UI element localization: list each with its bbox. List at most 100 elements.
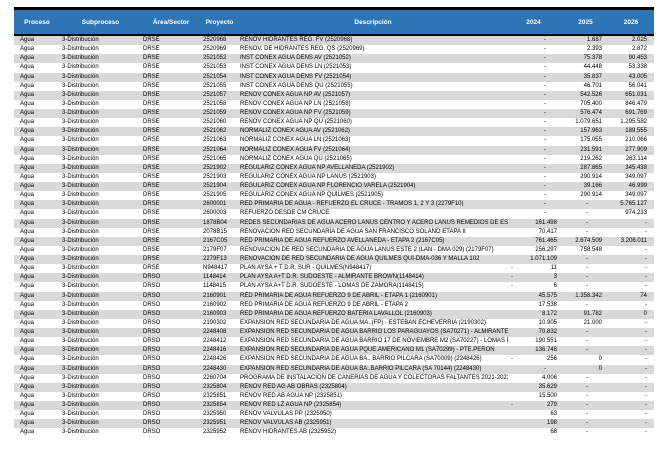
cell-y2025: 39.166 — [583, 183, 602, 190]
cell-y2025: 1.687 — [586, 37, 602, 44]
cell-y2025: - — [586, 411, 588, 418]
cell-area-sector: DRSE — [143, 192, 160, 199]
cell-y2025: 0 — [598, 356, 602, 363]
cell-y2026: 0 — [643, 310, 647, 317]
cell-area-sector: DRSE — [143, 110, 160, 117]
cell-y2026: 345.438 — [625, 164, 647, 171]
cell-subproceso: 3-Distribución — [62, 301, 99, 308]
table-row: Agua 3-Distribución DRSO 1148415 PLAN AYSA A… — [14, 282, 654, 292]
table-row: Agua 3-Distribución DRSE 2521058 RENOV CONEX… — [14, 99, 654, 109]
cell-y2025: - — [586, 265, 588, 272]
cell-y2024: - — [544, 365, 546, 372]
cell-proyecto: 2325950 — [203, 411, 227, 418]
cell-subproceso: 3-Distribución — [62, 46, 99, 53]
cell-area-sector: DRSE — [143, 137, 160, 144]
cell-subproceso: 3-Distribución — [62, 100, 99, 107]
cell-proyecto: 2248416 — [203, 347, 227, 354]
column-header-area-sector: Área/Sector — [152, 18, 190, 26]
cell-proyecto: 2279F13 — [203, 256, 227, 263]
cell-descripcion: NORMALIZ CONEX AGUA LN (2521063) — [240, 137, 351, 144]
cell-area-sector: DRSO — [143, 292, 161, 299]
cell-y2024: - — [544, 146, 546, 153]
negative-sign: - — [511, 265, 513, 272]
cell-y2026: 56.041 — [628, 82, 647, 89]
cell-proyecto: 2160902 — [203, 301, 227, 308]
table-row: Agua 3-Distribución DRSO 2325804 RENOV RED A… — [14, 382, 654, 392]
cell-y2026: - — [645, 246, 647, 253]
cell-y2026: - — [645, 329, 647, 336]
cell-proceso: Agua — [20, 146, 35, 153]
table-row: Agua 3-Distribución DRSO 2325854 RENOV RED L… — [14, 401, 654, 411]
cell-proceso: Agua — [20, 237, 35, 244]
table-row: Agua 3-Distribución DRSE 2078B15 RENOVACIÓN … — [14, 227, 654, 237]
cell-y2025: 287.865 — [580, 164, 602, 171]
cell-proyecto: 2521059 — [203, 110, 227, 117]
cell-proceso: Agua — [20, 64, 35, 71]
cell-proceso: Agua — [20, 82, 35, 89]
cell-y2024: - 256 — [508, 355, 565, 364]
cell-proyecto: 2248408 — [203, 329, 227, 336]
cell-y2026: - — [645, 411, 647, 418]
cell-descripcion: PLAN AYSA + T D.R. SUR - QUILMES(N948417… — [240, 265, 372, 272]
cell-y2025: - — [586, 283, 588, 290]
cell-area-sector: DRSE — [143, 237, 160, 244]
cell-area-sector: DRSE — [143, 119, 160, 126]
cell-proceso: Agua — [20, 219, 35, 226]
cell-subproceso: 3-Distribución — [62, 37, 99, 44]
cell-proyecto: 2521062 — [203, 128, 227, 135]
cell-area-sector: DRSE — [143, 155, 160, 162]
cell-y2025: - — [586, 402, 588, 409]
cell-y2024: - — [544, 100, 546, 107]
cell-area-sector: DRSE — [143, 265, 160, 272]
table-row: Agua 3-Distribución DRSE 2600003 REFUERZO DE… — [14, 209, 654, 219]
negative-value: 3 — [553, 274, 557, 281]
cell-y2026: - — [645, 420, 647, 427]
cell-proceso: Agua — [20, 256, 35, 263]
cell-proceso: Agua — [20, 365, 35, 372]
cell-y2024: 15.500 — [538, 392, 557, 399]
cell-y2024: - — [544, 155, 546, 162]
cell-y2025: 1.079.651 — [575, 119, 602, 126]
cell-area-sector: DRSE — [143, 128, 160, 135]
cell-area-sector: DRSE — [143, 164, 160, 171]
cell-y2025: - — [586, 338, 588, 345]
cell-proceso: Agua — [20, 110, 35, 117]
cell-y2026: - — [645, 283, 647, 290]
cell-proyecto: 2325854 — [203, 402, 227, 409]
cell-descripcion: RENOV VALVULAS PP (2325950) — [240, 411, 332, 418]
cell-y2024: 4.006 — [541, 374, 557, 381]
cell-area-sector: DRSE — [143, 228, 160, 235]
cell-descripcion: NORMALIZ CONEX AGUA FV (2521064) — [240, 146, 351, 153]
table-row: Agua 3-Distribución DRSO 2160902 RED PRIMARI… — [14, 300, 654, 310]
table-row: Agua 3-Distribución DRSE 2521062 NORMALIZ CO… — [14, 127, 654, 137]
cell-proceso: Agua — [20, 173, 35, 180]
cell-y2026: 74 — [640, 292, 647, 299]
cell-subproceso: 3-Distribución — [62, 329, 99, 336]
cell-area-sector: DRSO — [143, 319, 161, 326]
cell-y2024: 70.417 — [538, 228, 557, 235]
cell-subproceso: 3-Distribución — [62, 411, 99, 418]
cell-descripcion: INST CONEX AGUA DENS AV (2521052) — [240, 55, 351, 62]
cell-proyecto: 2521054 — [203, 73, 227, 80]
cell-y2025: - — [586, 392, 588, 399]
cell-proceso: Agua — [20, 228, 35, 235]
cell-y2026: - — [645, 265, 647, 272]
cell-y2024: - 11 — [508, 264, 565, 273]
cell-subproceso: 3-Distribución — [62, 292, 99, 299]
cell-proceso: Agua — [20, 292, 35, 299]
cell-area-sector: DRSO — [143, 365, 161, 372]
cell-area-sector: DRSO — [143, 356, 161, 363]
cell-y2024: - — [544, 192, 546, 199]
cell-y2026: 2.872 — [631, 46, 647, 53]
cell-area-sector: DRSO — [143, 383, 161, 390]
cell-y2026: - — [645, 347, 647, 354]
cell-proceso: Agua — [20, 46, 35, 53]
cell-y2026: 53.338 — [628, 64, 647, 71]
cell-y2024: 136.748 — [535, 347, 557, 354]
cell-y2024: - — [544, 137, 546, 144]
cell-proyecto: 2521065 — [203, 155, 227, 162]
column-header-proyecto: Proyecto — [205, 18, 234, 26]
table-row: Agua 3-Distribución DRSE 2520969 RENOV. DE H… — [14, 45, 654, 55]
cell-y2024: 45.575 — [538, 292, 557, 299]
cell-proceso: Agua — [20, 192, 35, 199]
